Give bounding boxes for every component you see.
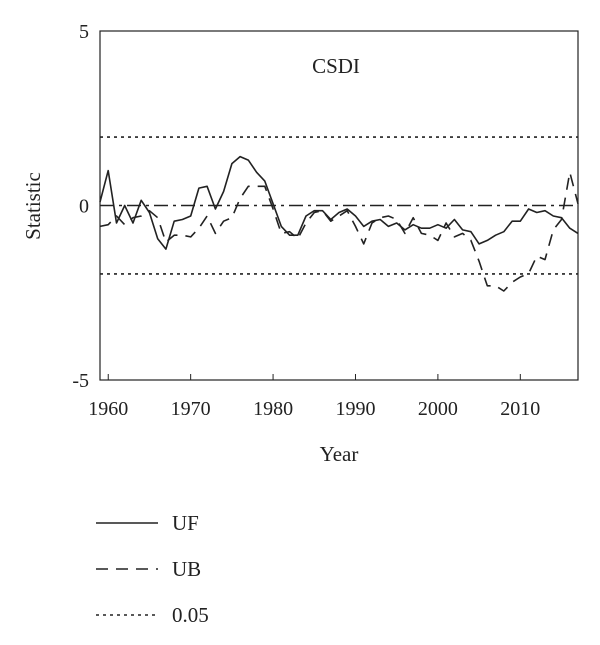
x-tick-label: 1970: [171, 398, 211, 420]
x-tick-label: 1960: [88, 398, 128, 420]
chart-title: CSDI: [312, 54, 360, 78]
y-axis-label: Statistic: [21, 172, 45, 240]
legend-swatch-solid: [96, 522, 158, 524]
chart-canvas: 1960 1970 1980 1990 2000 2010 50-5 CSDI Year …: [21, 21, 579, 466]
x-tick-label: 1980: [253, 398, 293, 420]
legend-item-significance: 0.05: [96, 592, 209, 638]
x-axis-ticks: 1960 1970 1980 1990 2000 2010: [88, 374, 540, 420]
series-line-uf: [99, 155, 579, 250]
legend-item-ub: UB: [96, 546, 209, 592]
x-tick-label: 2010: [500, 398, 540, 420]
y-tick-label: -5: [72, 370, 89, 392]
legend-label-significance: 0.05: [172, 602, 209, 627]
x-axis-label: Year: [320, 442, 359, 466]
legend-item-uf: UF: [96, 500, 209, 546]
series-line-ub: [99, 171, 579, 292]
legend-label-ub: UB: [172, 556, 202, 581]
legend-label-uf: UF: [172, 510, 199, 535]
y-tick-label: 5: [79, 21, 89, 43]
legend-swatch-dotted: [96, 614, 158, 616]
series-layer: [99, 136, 579, 292]
x-tick-label: 2000: [418, 398, 458, 420]
legend-swatch-dashed: [96, 568, 158, 570]
y-tick-label: 0: [79, 196, 89, 218]
y-axis-ticks: 5 0 -5: [72, 21, 106, 392]
legend: UF UB 0.05: [96, 500, 209, 638]
x-tick-label: 1990: [335, 398, 375, 420]
